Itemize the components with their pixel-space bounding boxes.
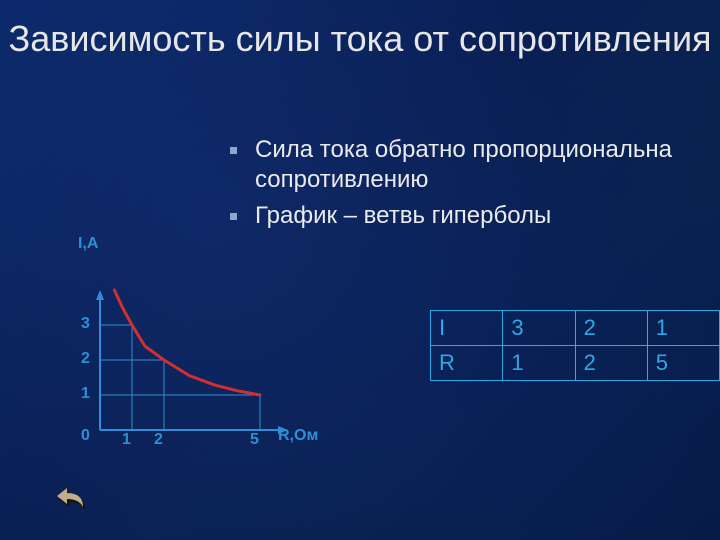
table-cell: 3 bbox=[503, 311, 575, 346]
table-cell: 2 bbox=[575, 311, 647, 346]
list-item: График – ветвь гиперболы bbox=[230, 201, 690, 231]
chart-svg bbox=[82, 255, 302, 475]
table-row: R 1 2 5 bbox=[431, 346, 720, 381]
bullet-icon bbox=[230, 147, 237, 154]
table-cell: 5 bbox=[647, 346, 719, 381]
table-cell: I bbox=[431, 311, 503, 346]
table-cell: 1 bbox=[503, 346, 575, 381]
bullet-text: Сила тока обратно пропорциональна сопрот… bbox=[255, 135, 690, 195]
table-cell: R bbox=[431, 346, 503, 381]
list-item: Сила тока обратно пропорциональна сопрот… bbox=[230, 135, 690, 195]
slide: Зависимость силы тока от сопротивления С… bbox=[0, 0, 720, 540]
y-axis-label: I,A bbox=[78, 235, 98, 253]
data-table: I 3 2 1 R 1 2 5 bbox=[430, 310, 720, 381]
table-cell: 1 bbox=[647, 311, 719, 346]
table-cell: 2 bbox=[575, 346, 647, 381]
chart: I,A R,Ом 3 2 1 0 1 2 5 bbox=[82, 255, 302, 475]
table-row: I 3 2 1 bbox=[431, 311, 720, 346]
bullet-list: Сила тока обратно пропорциональна сопрот… bbox=[230, 135, 690, 237]
page-title: Зависимость силы тока от сопротивления bbox=[0, 18, 720, 59]
bullet-text: График – ветвь гиперболы bbox=[255, 201, 551, 231]
bullet-icon bbox=[230, 213, 237, 220]
back-arrow-icon[interactable] bbox=[55, 483, 89, 518]
